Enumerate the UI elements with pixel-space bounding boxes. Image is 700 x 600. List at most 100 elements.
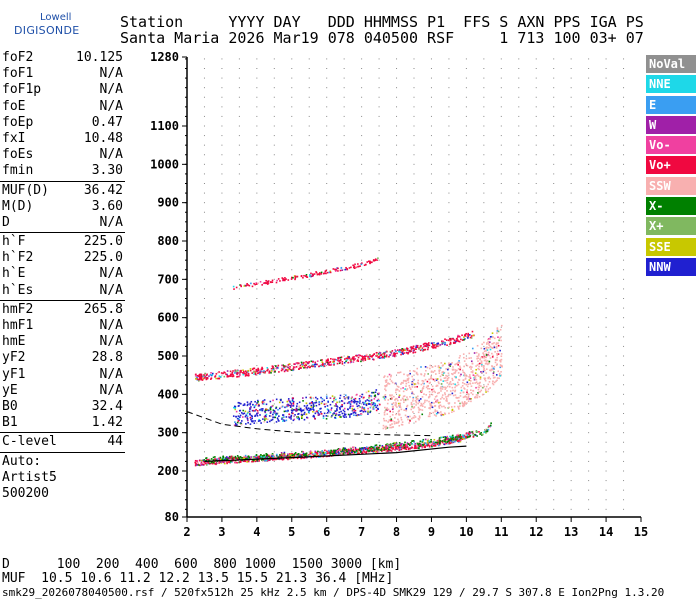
- echo-point: [275, 458, 278, 461]
- echo-point: [478, 430, 480, 433]
- grid-dot: [378, 144, 380, 146]
- echo-point: [305, 396, 307, 399]
- echo-point: [476, 435, 478, 437]
- grid-dot: [483, 298, 485, 299]
- echo-point: [365, 451, 367, 454]
- grid-dot: [238, 480, 240, 482]
- echo-point: [413, 440, 415, 443]
- echo-point: [405, 409, 407, 412]
- param-name: foE: [2, 98, 26, 114]
- grid-dot: [361, 211, 363, 213]
- echo-point: [443, 397, 445, 400]
- echo-point: [412, 382, 414, 385]
- grid-dot: [238, 451, 240, 453]
- echo-point: [426, 445, 429, 447]
- echo-point: [279, 454, 281, 456]
- echo-point: [262, 403, 265, 405]
- echo-point: [403, 446, 406, 449]
- grid-dot: [256, 259, 258, 261]
- grid-dot: [291, 96, 293, 98]
- grid-dot: [343, 298, 345, 299]
- echo-point: [411, 405, 413, 408]
- echo-point: [304, 454, 307, 456]
- param-row: yF1 N/A: [0, 367, 129, 383]
- echo-point: [412, 350, 415, 352]
- echo-point: [466, 432, 469, 435]
- grid-dot: [308, 87, 310, 89]
- echo-point: [358, 404, 360, 407]
- grid-dot: [588, 106, 590, 108]
- echo-point: [398, 446, 401, 449]
- echo-point: [287, 398, 290, 400]
- x-tick-label: 14: [599, 525, 613, 539]
- echo-point: [438, 372, 441, 374]
- echo-point: [321, 400, 324, 403]
- echo-point: [390, 444, 392, 447]
- param-value: 32.4: [91, 398, 123, 414]
- grid-dot: [448, 125, 450, 127]
- echo-point: [416, 373, 419, 376]
- echo-point: [482, 366, 485, 369]
- echo-point: [286, 410, 288, 413]
- echo-point: [378, 448, 380, 451]
- grid-dot: [203, 470, 205, 472]
- echo-point: [457, 361, 460, 364]
- echo-point: [462, 391, 465, 394]
- echo-point: [433, 443, 436, 445]
- param-row: foEp 0.47: [0, 115, 129, 131]
- echo-point: [418, 399, 421, 402]
- echo-point: [406, 444, 409, 447]
- param-name: foF1: [2, 66, 34, 82]
- echo-point: [395, 391, 397, 394]
- grid-dot: [535, 326, 537, 328]
- grid-dot: [361, 77, 363, 79]
- echo-point: [240, 412, 243, 414]
- echo-point: [309, 402, 311, 405]
- grid-dot: [378, 336, 380, 338]
- grid-dot: [588, 135, 590, 137]
- echo-point: [292, 276, 294, 279]
- grid-dot: [221, 355, 223, 357]
- grid-dot: [483, 499, 485, 501]
- grid-dot: [605, 68, 607, 69]
- param-value: 10.48: [83, 130, 123, 146]
- echo-point: [249, 411, 251, 413]
- auto-artist: Artist5: [0, 470, 129, 486]
- echo-point: [225, 457, 227, 459]
- echo-point: [484, 359, 487, 361]
- grid-dot: [396, 77, 398, 79]
- echo-point: [211, 462, 213, 465]
- grid-dot: [588, 250, 590, 252]
- grid-dot: [623, 58, 625, 60]
- grid-dot: [483, 115, 485, 117]
- param-value: N/A: [99, 382, 123, 398]
- grid-dot: [500, 221, 502, 223]
- param-value: N/A: [99, 282, 123, 298]
- echo-point: [454, 340, 456, 342]
- echo-point: [380, 354, 382, 356]
- echo-point: [256, 414, 259, 417]
- echo-point: [289, 404, 292, 407]
- echo-point: [275, 412, 278, 415]
- echo-point: [289, 454, 291, 456]
- echo-point: [196, 464, 199, 466]
- grid-dot: [605, 345, 607, 347]
- echo-point: [251, 460, 253, 463]
- echo-point: [427, 384, 430, 387]
- echo-point: [431, 406, 434, 409]
- echo-point: [427, 444, 430, 447]
- echo-point: [440, 413, 443, 416]
- grid-dot: [430, 259, 432, 261]
- grid-dot: [238, 202, 240, 204]
- echo-point: [449, 437, 452, 440]
- grid-dot: [238, 317, 240, 319]
- grid-dot: [623, 211, 625, 213]
- echo-point: [343, 402, 346, 404]
- echo-point: [257, 399, 259, 402]
- grid-dot: [500, 125, 502, 127]
- echo-point: [425, 443, 428, 446]
- echo-point: [432, 371, 435, 373]
- echo-point: [308, 454, 310, 457]
- grid-dot: [291, 355, 293, 357]
- echo-point: [211, 372, 214, 375]
